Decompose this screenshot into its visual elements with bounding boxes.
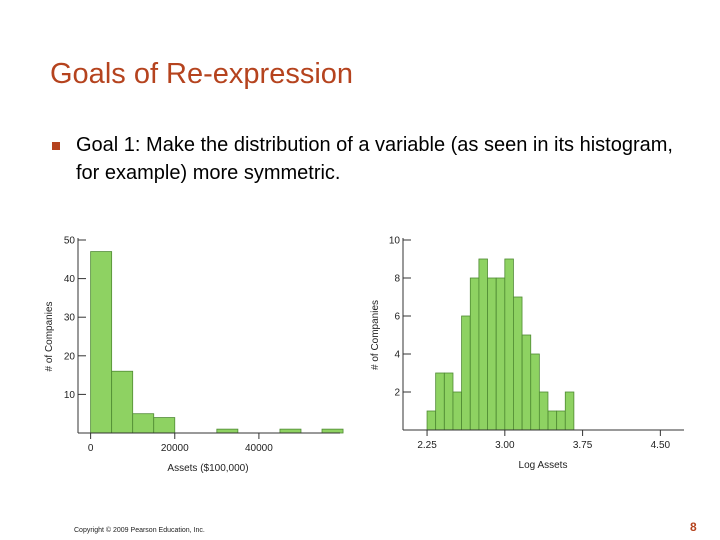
footer-copyright: Copyright © 2009 Pearson Education, Inc. [74,527,205,534]
x-tick-label: 3.00 [495,440,515,451]
y-tick-label: 10 [64,390,76,401]
x-tick-label: 40000 [245,443,273,454]
y-tick-label: 50 [64,236,76,247]
x-tick-label: 20000 [161,443,189,454]
histogram-bar [564,391,575,431]
histogram-bar [504,258,514,431]
histogram-bar [443,372,454,431]
histogram-bar [469,277,480,431]
histogram-bar [452,391,462,431]
histogram-bar [435,372,445,431]
y-axis-label: # of Companies [370,300,381,370]
y-tick-label: 20 [64,351,76,362]
histogram-bar [461,315,471,431]
x-tick-label: 0 [88,443,94,454]
bullet-text: Goal 1: Make the distribution of a varia… [76,134,673,184]
histogram-bar [547,410,558,431]
histogram-bar [487,277,497,431]
y-tick-label: 8 [394,274,400,285]
y-tick-label: 2 [394,388,400,399]
x-tick-label: 2.25 [417,440,437,451]
histogram-bar [495,277,506,431]
y-tick-label: 4 [394,350,400,361]
slide-title: Goals of Re-expression [50,58,354,90]
x-axis-label: Assets ($100,000) [167,463,248,474]
y-tick-label: 40 [64,274,76,285]
bullet-marker [52,142,60,150]
y-axis-label: # of Companies [44,301,55,371]
y-tick-label: 6 [394,312,400,323]
histogram-bar [556,410,566,431]
y-tick-label: 10 [389,236,401,247]
histogram-bar [426,410,437,431]
page-number: 8 [690,520,697,534]
histogram-bar [513,296,523,431]
y-tick-label: 30 [64,313,76,324]
x-axis-label: Log Assets [519,460,568,471]
histogram-bar [538,391,549,431]
histogram-bar [478,258,488,431]
histogram-bar [521,334,532,431]
x-tick-label: 4.50 [651,440,671,451]
histogram-assets: 10 20 30 40 50 0 20000 40000 Assets ($100,000) # … [44,236,344,474]
histogram-bar [530,353,540,431]
x-tick-label: 3.75 [573,440,593,451]
